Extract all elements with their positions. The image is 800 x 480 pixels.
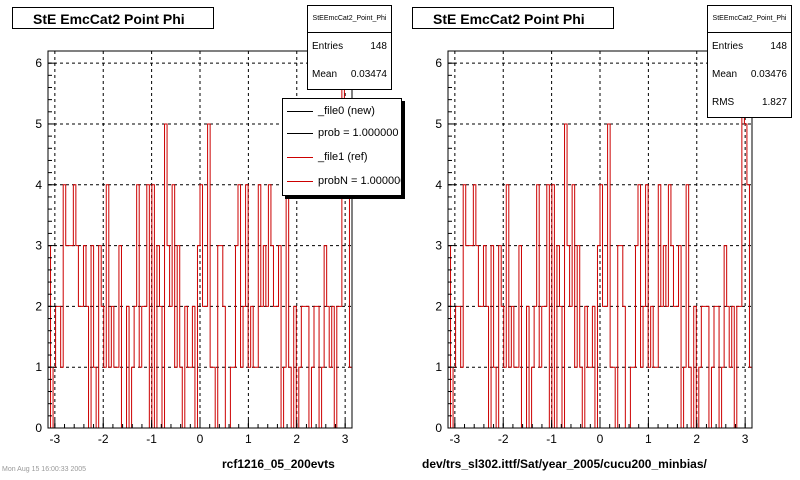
x-tick-label: -2: [498, 432, 509, 446]
y-tick-label: 2: [435, 299, 442, 313]
y-tick-label: 5: [35, 117, 42, 131]
stats-entries-label: Entries: [312, 41, 344, 52]
x-tick-label: 2: [693, 432, 700, 446]
x-tick-label: 3: [742, 432, 749, 446]
x-tick-label: 0: [597, 432, 604, 446]
histogram-title: StE EmcCat2 Point Phi: [12, 7, 214, 29]
stats-mean-row: Mean 0.03476: [708, 61, 791, 89]
x-tick-label: 0: [197, 432, 204, 446]
histogram-plot-right: 0 1 2 3 4 5 6 -3 -2 -1 0 1 2 3: [435, 50, 753, 446]
stats-entries-value: 148: [770, 41, 787, 52]
legend-line-swatch: [287, 133, 313, 134]
x-tick-label: -1: [546, 432, 557, 446]
stats-rms-row: RMS 1.827: [708, 89, 791, 117]
histogram-series-line: [47, 62, 353, 429]
y-tick-label: 4: [435, 178, 442, 192]
stats-entries-value: 148: [370, 41, 387, 52]
stats-mean-value: 0.03474: [350, 69, 387, 80]
stats-mean-row: Mean 0.03474: [308, 61, 391, 89]
y-tick-label: 0: [435, 421, 442, 435]
y-tick-label: 6: [35, 56, 42, 70]
y-tick-label: 4: [35, 178, 42, 192]
stats-mean-label: Mean: [712, 69, 738, 80]
footer-timestamp: Mon Aug 15 16:00:33 2005: [2, 466, 87, 473]
stats-rms-value: 1.827: [761, 97, 787, 108]
legend-label: probN = 1.000000: [318, 175, 402, 187]
x-tick-label: -3: [50, 432, 61, 446]
legend-line-swatch: [287, 157, 313, 158]
stats-entries-label: Entries: [712, 41, 744, 52]
histogram-panel-right: 0 1 2 3 4 5 6 -3 -2 -1 0 1 2 3 StE EmcCat2 Point Phi …: [400, 0, 800, 455]
stats-entries-row: Entries 148: [708, 33, 791, 61]
stats-box: StEEmcCat2_Point_Phi Entries 148 Mean 0.…: [707, 5, 792, 118]
y-tick-label: 3: [35, 239, 42, 253]
y-tick-label: 3: [435, 239, 442, 253]
histogram-title: StE EmcCat2 Point Phi: [412, 7, 614, 29]
legend-label: _file0 (new): [318, 105, 375, 117]
legend-label: prob = 1.000000: [318, 127, 399, 139]
footer-label-right: dev/trs_sl302.ittf/Sat/year_2005/cucu200…: [422, 457, 707, 471]
y-tick-label: 6: [435, 56, 442, 70]
stats-box: StEEmcCat2_Point_Phi Entries 148 Mean 0.…: [307, 5, 392, 90]
stats-mean-value: 0.03476: [750, 69, 787, 80]
stats-name: StEEmcCat2_Point_Phi: [708, 6, 791, 33]
x-tick-label: -3: [450, 432, 461, 446]
histogram-series-line: [447, 62, 753, 429]
x-tick-label: 1: [645, 432, 652, 446]
x-tick-label: -2: [98, 432, 109, 446]
y-tick-label: 1: [35, 360, 42, 374]
stats-rms-label: RMS: [712, 97, 735, 108]
legend-line-swatch: [287, 181, 313, 182]
footer-label-left: rcf1216_05_200evts: [222, 457, 335, 471]
stats-entries-row: Entries 148: [308, 33, 391, 61]
y-tick-label: 5: [435, 117, 442, 131]
histogram-panel-left: 0 1 2 3 4 5 6 -3 -2 -1 0 1 2 3 StE EmcCat2 Point Phi …: [0, 0, 402, 455]
legend-line-swatch: [287, 111, 313, 112]
legend-label: _file1 (ref): [318, 151, 368, 163]
x-tick-label: 3: [342, 432, 349, 446]
y-tick-label: 0: [35, 421, 42, 435]
x-tick-label: 1: [245, 432, 252, 446]
y-tick-label: 1: [435, 360, 442, 374]
legend: _file0 (new) prob = 1.000000 _file1 (ref…: [282, 98, 402, 196]
x-tick-label: 2: [293, 432, 300, 446]
stats-mean-label: Mean: [312, 69, 338, 80]
x-tick-label: -1: [146, 432, 157, 446]
y-tick-label: 2: [35, 299, 42, 313]
stats-name: StEEmcCat2_Point_Phi: [308, 6, 391, 33]
